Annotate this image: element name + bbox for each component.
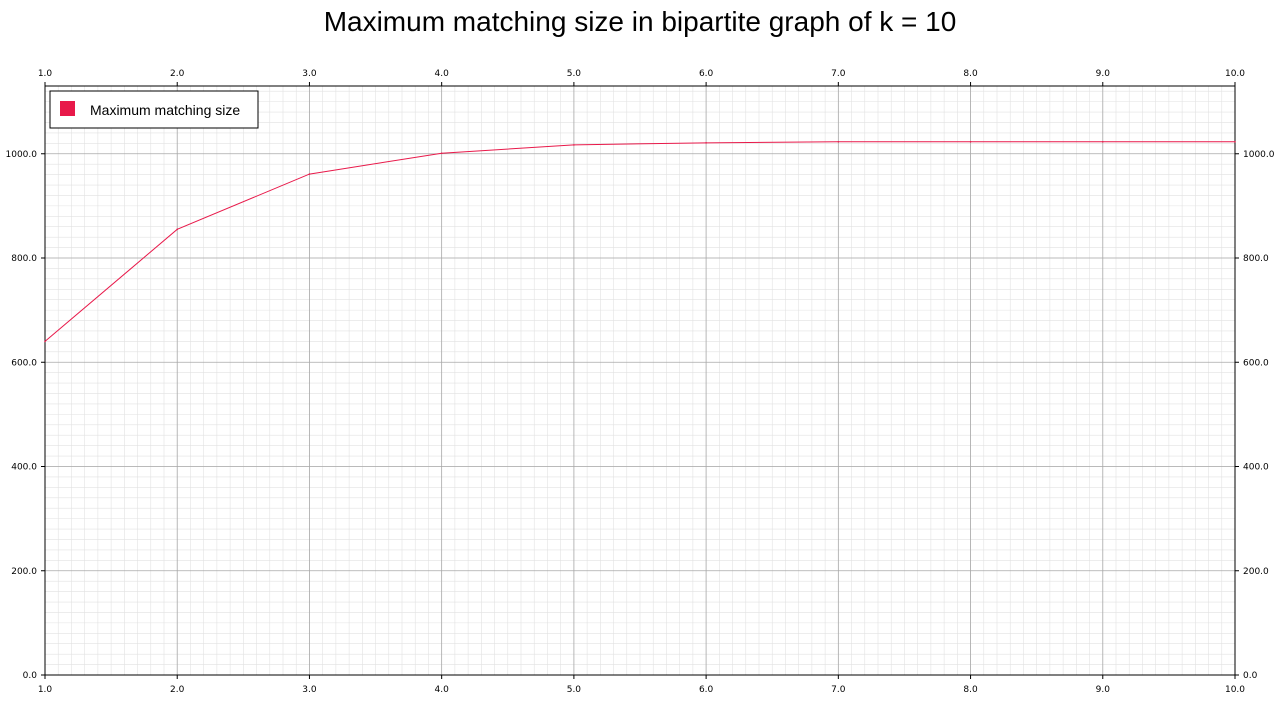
x-tick-label-top: 5.0 (567, 69, 582, 79)
plot-frame (44, 85, 1236, 676)
x-tick-label-top: 1.0 (38, 69, 53, 79)
legend-box (49, 90, 259, 129)
y-tick-label-right: 1000.0 (1243, 150, 1275, 160)
data-point (837, 140, 840, 143)
y-tick-label-right: 200.0 (1243, 567, 1269, 577)
legend-label: Maximum matching size (90, 102, 240, 118)
x-tick-label: 10.0 (1225, 685, 1245, 695)
y-tick-label: 1000.0 (6, 150, 38, 160)
data-point (969, 140, 972, 143)
y-tick-label: 0.0 (23, 671, 38, 681)
y-tick-label-right: 600.0 (1243, 358, 1269, 368)
series-line (44, 141, 1235, 342)
legend: Maximum matching size (49, 90, 259, 129)
legend-swatch (60, 101, 75, 116)
y-tick-label: 800.0 (11, 254, 37, 264)
data-point (44, 340, 46, 343)
y-tick-label: 400.0 (11, 463, 37, 473)
axis-ticks: 1.0 1.0 2.0 2.0 3.0 3.0 4.0 4.0 5.0 5.0 6.0 6.0 7.0 7… (6, 69, 1275, 695)
series-layer (44, 140, 1236, 343)
data-point (308, 173, 311, 175)
data-point (1101, 140, 1104, 143)
data-point (440, 152, 443, 155)
x-tick-label: 9.0 (1096, 685, 1111, 695)
x-tick-label: 2.0 (170, 685, 185, 695)
chart-title: Maximum matching size in bipartite graph… (323, 6, 957, 37)
x-tick-label-top: 3.0 (302, 69, 317, 79)
y-tick-label-right: 0.0 (1243, 671, 1258, 681)
x-tick-label: 6.0 (699, 685, 714, 695)
x-tick-label-top: 6.0 (699, 69, 714, 79)
x-tick-label-top: 7.0 (831, 69, 846, 79)
x-tick-label-top: 2.0 (170, 69, 185, 79)
y-tick-label: 200.0 (11, 567, 37, 577)
x-tick-label-top: 4.0 (435, 69, 450, 79)
data-point (573, 144, 575, 146)
y-tick-label-right: 400.0 (1243, 463, 1269, 473)
data-point (176, 228, 179, 231)
x-tick-label-top: 8.0 (963, 69, 978, 79)
x-tick-label-top: 9.0 (1096, 69, 1111, 79)
x-tick-label: 7.0 (831, 685, 846, 695)
x-tick-label: 8.0 (963, 685, 978, 695)
y-tick-label-right: 800.0 (1243, 254, 1269, 264)
y-tick-label: 600.0 (11, 358, 37, 368)
x-tick-label-top: 10.0 (1225, 69, 1245, 79)
minor-gridlines (44, 86, 1236, 676)
data-point (705, 142, 707, 144)
x-tick-label: 4.0 (435, 685, 450, 695)
x-tick-label: 5.0 (567, 685, 582, 695)
x-tick-label: 3.0 (302, 685, 317, 695)
data-point (1234, 140, 1236, 143)
x-tick-label: 1.0 (38, 685, 53, 695)
